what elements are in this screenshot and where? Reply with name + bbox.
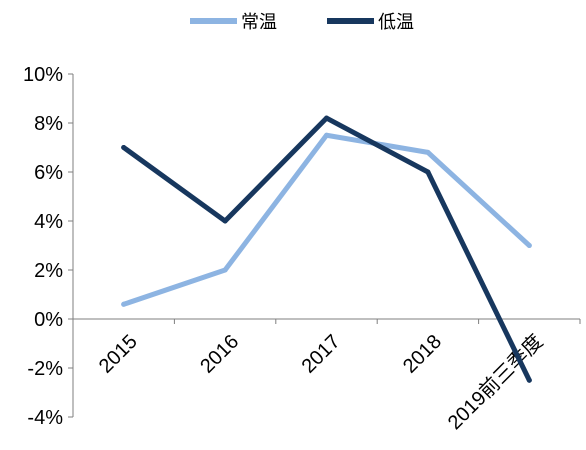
- legend-label-series-1: 常温: [241, 12, 277, 33]
- data-point: [222, 218, 228, 224]
- y-axis: 10% 8% 6% 4% 2% 0% -2% -4%: [23, 64, 74, 429]
- data-point: [526, 377, 532, 383]
- data-point: [425, 169, 431, 175]
- data-point: [121, 145, 127, 150]
- x-tick-label: 2017: [298, 331, 345, 378]
- x-tick-label: 2016: [196, 331, 243, 378]
- y-tick-label: 8%: [34, 113, 63, 135]
- y-tick-label: 2%: [34, 260, 63, 282]
- y-tick-label: -2%: [27, 358, 63, 380]
- series-line-1: [121, 132, 532, 307]
- data-point: [324, 115, 329, 121]
- series-2: [121, 115, 532, 383]
- y-tick-label: 10%: [23, 64, 63, 86]
- y-tick-label: 4%: [34, 211, 63, 233]
- data-point: [121, 301, 127, 307]
- legend: 常温 低温: [190, 12, 414, 33]
- data-point: [425, 149, 431, 155]
- data-point: [526, 243, 532, 248]
- series-layer: [121, 115, 532, 383]
- legend-label-series-2: 低温: [378, 12, 414, 33]
- y-tick-label: -4%: [27, 407, 63, 429]
- y-tick-label: 6%: [34, 162, 63, 184]
- series-1: [121, 132, 532, 307]
- x-tick-label: 2018: [399, 331, 446, 378]
- data-point: [324, 132, 329, 138]
- y-tick-label: 0%: [34, 309, 63, 331]
- x-tick-label: 2015: [95, 331, 142, 378]
- x-tick-label: 2019前三季度: [443, 330, 547, 434]
- data-point: [222, 267, 228, 273]
